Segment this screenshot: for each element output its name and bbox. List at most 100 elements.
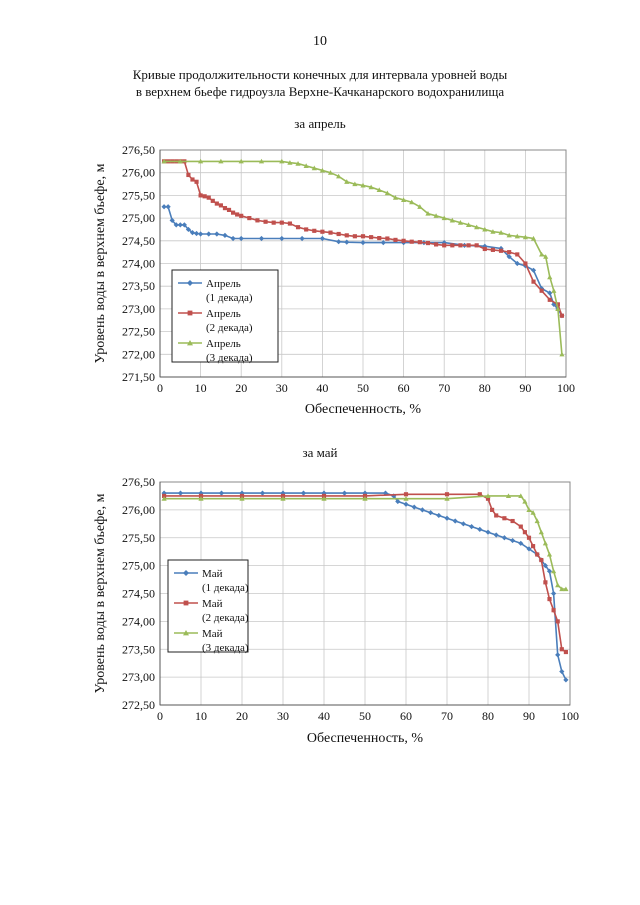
data-point	[542, 540, 548, 546]
data-point	[279, 158, 285, 164]
y-tick-label: 276,00	[122, 166, 155, 180]
data-point	[222, 232, 228, 238]
data-point	[202, 194, 207, 199]
y-tick-label: 273,00	[122, 670, 155, 684]
y-tick-label: 273,50	[122, 642, 155, 656]
data-point	[403, 496, 409, 501]
data-point	[542, 563, 548, 569]
data-point	[287, 221, 292, 226]
x-tick-label: 10	[195, 709, 207, 723]
series-line	[164, 495, 566, 590]
y-tick-label: 273,00	[122, 302, 155, 316]
data-point	[555, 652, 561, 658]
x-tick-label: 20	[236, 709, 248, 723]
data-point	[206, 231, 212, 237]
data-point	[428, 510, 434, 516]
data-point	[494, 513, 499, 518]
page-title-line-2: в верхнем бьефе гидроузла Верхне-Качкана…	[135, 84, 505, 99]
data-point	[194, 179, 199, 184]
data-point	[259, 490, 266, 496]
data-point	[411, 504, 417, 510]
data-point	[563, 649, 568, 655]
chart-april-subtitle: за апрель	[294, 116, 346, 131]
data-point	[436, 512, 442, 519]
data-point	[551, 608, 556, 613]
data-point	[498, 230, 504, 235]
data-point	[239, 493, 245, 499]
x-tick-label: 70	[441, 709, 453, 723]
legend-label: Апрель	[206, 308, 241, 320]
legend-label: (1 декада)	[206, 292, 253, 304]
y-tick-label: 275,00	[122, 211, 155, 225]
data-point	[518, 540, 524, 546]
y-tick-label: 272,50	[122, 698, 155, 712]
data-point	[210, 198, 215, 203]
data-point	[522, 498, 528, 504]
legend-label: (1 декада)	[202, 582, 249, 594]
page-number: 10	[313, 34, 327, 49]
y-tick-label: 273,50	[122, 279, 155, 293]
data-point	[403, 492, 409, 497]
data-point	[515, 252, 520, 257]
y-tick-label: 276,00	[122, 503, 155, 517]
x-tick-label: 30	[277, 709, 289, 723]
data-point	[226, 207, 232, 213]
data-point	[218, 203, 223, 208]
data-point	[230, 235, 236, 242]
data-point	[551, 568, 557, 574]
data-point	[490, 507, 495, 512]
data-point	[320, 229, 325, 234]
data-point	[271, 220, 276, 225]
data-point	[563, 677, 569, 683]
data-point	[247, 216, 252, 221]
data-point	[526, 535, 532, 540]
y-tick-label: 275,50	[122, 531, 155, 545]
chart-may-subtitle: за май	[302, 445, 338, 460]
data-point	[258, 235, 265, 242]
x-tick-label: 50	[359, 709, 371, 723]
x-axis-label: Обеспеченность, %	[305, 402, 421, 417]
data-point	[235, 212, 240, 217]
data-point	[327, 170, 334, 175]
data-point	[161, 496, 167, 501]
data-point	[490, 229, 496, 234]
legend-label: (3 декада)	[206, 352, 253, 364]
data-point	[360, 240, 366, 246]
data-point	[401, 238, 406, 243]
legend-label: (2 декада)	[206, 322, 253, 334]
data-point	[555, 302, 560, 307]
y-tick-label: 272,50	[122, 325, 155, 339]
data-point	[465, 222, 472, 227]
data-point	[498, 245, 504, 252]
data-point	[177, 158, 183, 164]
data-point	[279, 220, 284, 225]
data-point	[563, 586, 569, 592]
data-point	[304, 227, 309, 232]
data-point	[442, 243, 447, 248]
data-point	[510, 518, 515, 524]
data-point	[559, 351, 565, 357]
legend-label: Май	[202, 628, 223, 640]
data-point	[477, 492, 482, 497]
data-point	[514, 260, 520, 267]
data-point	[328, 230, 333, 235]
x-tick-label: 90	[523, 709, 535, 723]
data-point	[255, 218, 260, 223]
legend-label: (2 декада)	[202, 612, 249, 624]
data-point	[474, 243, 479, 248]
x-tick-label: 100	[561, 709, 579, 723]
data-point	[546, 551, 553, 557]
y-tick-label: 275,00	[122, 559, 155, 573]
data-point	[531, 279, 536, 284]
data-point	[559, 668, 565, 675]
data-point	[218, 490, 225, 496]
x-tick-label: 20	[235, 381, 247, 395]
data-point	[321, 493, 327, 499]
legend-marker	[183, 570, 189, 576]
data-point	[295, 225, 301, 230]
data-point	[419, 507, 425, 513]
data-point	[403, 501, 409, 507]
data-point	[385, 236, 390, 241]
data-point	[287, 160, 293, 165]
page-title: Кривые продолжительности конечных для ин…	[0, 66, 640, 100]
